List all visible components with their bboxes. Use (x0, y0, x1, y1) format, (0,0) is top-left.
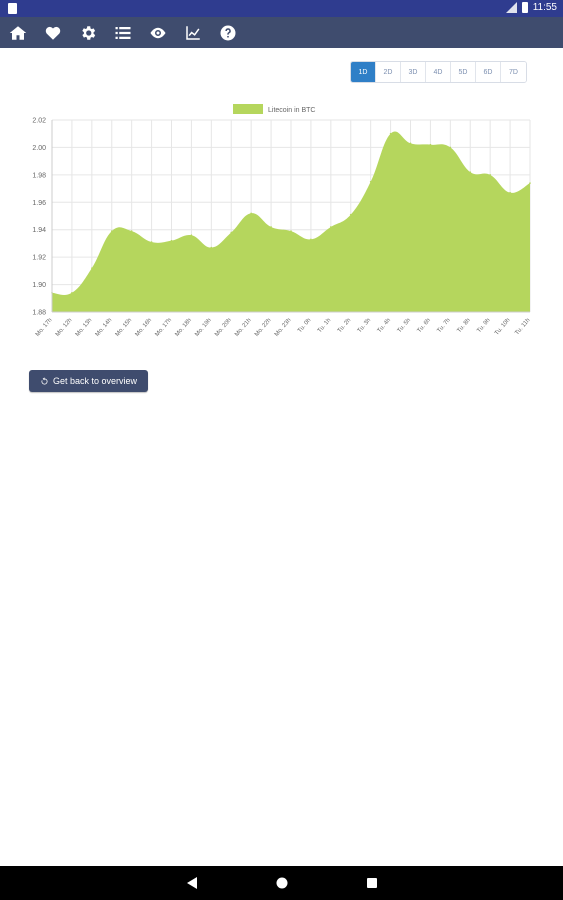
data-point (71, 292, 73, 294)
x-tick-label: Mo. 20h (214, 317, 233, 337)
list-icon[interactable] (114, 24, 132, 42)
x-tick-label: Mo. 13h (75, 317, 94, 337)
signal-icon (505, 2, 517, 13)
y-tick-label: 1.88 (32, 310, 46, 317)
x-tick-label: Tu. 1h (317, 317, 332, 334)
data-point (230, 231, 233, 234)
y-tick-label: 1.92 (32, 255, 46, 262)
data-point (290, 230, 292, 232)
data-point (469, 171, 472, 173)
help-icon[interactable] (219, 24, 237, 42)
y-tick-label: 1.90 (32, 282, 46, 289)
heart-icon[interactable] (44, 24, 62, 42)
x-tick-label: Mo. 16h (135, 317, 154, 337)
x-tick-label: Tu. 8h (456, 317, 471, 334)
range-option[interactable]: 5D (451, 62, 476, 82)
data-point (170, 239, 173, 242)
y-tick-label: 1.98 (32, 172, 46, 179)
chart-icon[interactable] (184, 24, 202, 42)
data-point (369, 180, 372, 183)
data-point (330, 226, 332, 228)
sim-card-icon (8, 3, 17, 14)
top-toolbar (0, 17, 563, 48)
back-icon[interactable] (186, 877, 198, 889)
data-point (529, 182, 531, 184)
home-icon[interactable] (9, 24, 27, 42)
x-tick-label: Mo. 14h (95, 317, 114, 337)
range-option[interactable]: 1D (351, 62, 376, 82)
data-point (509, 191, 511, 194)
x-tick-label: Mo. 21h (234, 317, 253, 337)
x-tick-label: Tu. 6h (417, 317, 432, 334)
gear-icon[interactable] (79, 24, 97, 42)
series-area (52, 131, 530, 312)
x-tick-label: Tu. 10h (494, 317, 512, 336)
data-point (429, 143, 432, 146)
data-point (449, 146, 452, 149)
x-tick-label: Mo. 15h (115, 317, 134, 337)
x-tick-label: Mo. 17h (35, 317, 54, 337)
eye-icon[interactable] (149, 24, 167, 42)
data-point (110, 230, 113, 232)
data-point (409, 142, 412, 145)
x-tick-label: Tu. 3h (357, 317, 372, 334)
data-point (250, 212, 252, 215)
legend-swatch (233, 104, 263, 114)
x-tick-label: Mo. 22h (254, 317, 273, 337)
y-tick-label: 1.94 (32, 227, 46, 234)
x-tick-label: Tu. 2h (337, 317, 352, 334)
x-tick-label: Mo. 17h (154, 317, 173, 337)
y-tick-label: 2.00 (32, 145, 46, 152)
range-selector: 1D 2D 3D 4D 5D 6D 7D (350, 61, 527, 83)
data-point (91, 267, 93, 269)
android-nav-bar (0, 866, 563, 900)
range-option[interactable]: 6D (476, 62, 501, 82)
range-option[interactable]: 4D (426, 62, 451, 82)
x-tick-label: Tu. 4h (377, 317, 392, 334)
x-tick-label: Mo. 18h (174, 317, 193, 337)
range-option[interactable]: 7D (501, 62, 526, 82)
battery-icon (521, 2, 528, 13)
legend-label: Litecoin in BTC (268, 107, 315, 114)
back-to-overview-button[interactable]: Get back to overview (29, 370, 148, 392)
data-point (270, 226, 272, 228)
data-point (210, 246, 213, 249)
y-tick-label: 2.02 (32, 118, 46, 125)
clock: 11:55 (532, 2, 557, 13)
y-tick-label: 1.96 (32, 200, 46, 207)
data-point (190, 234, 193, 236)
data-point (150, 241, 153, 243)
back-button-label: Get back to overview (52, 376, 138, 386)
range-option[interactable]: 3D (401, 62, 426, 82)
data-point (349, 213, 352, 216)
x-tick-label: Mo. 23h (274, 317, 293, 337)
x-tick-label: Mo. 12h (55, 317, 74, 337)
data-point (130, 230, 133, 232)
status-bar: 11:55 (0, 0, 563, 17)
data-point (389, 132, 392, 135)
x-tick-label: Tu. 9h (476, 317, 491, 334)
x-tick-label: Tu. 7h (436, 317, 451, 334)
data-point (310, 238, 312, 241)
x-tick-label: Tu. 0h (297, 317, 312, 334)
recents-icon[interactable] (366, 877, 378, 889)
range-option[interactable]: 2D (376, 62, 401, 82)
x-tick-label: Tu. 5h (397, 317, 412, 334)
x-tick-label: Mo. 19h (194, 317, 213, 337)
home-circle-icon[interactable] (276, 877, 288, 889)
x-tick-label: Tu. 11h (514, 317, 531, 336)
undo-icon (41, 376, 48, 384)
data-point (489, 174, 491, 176)
